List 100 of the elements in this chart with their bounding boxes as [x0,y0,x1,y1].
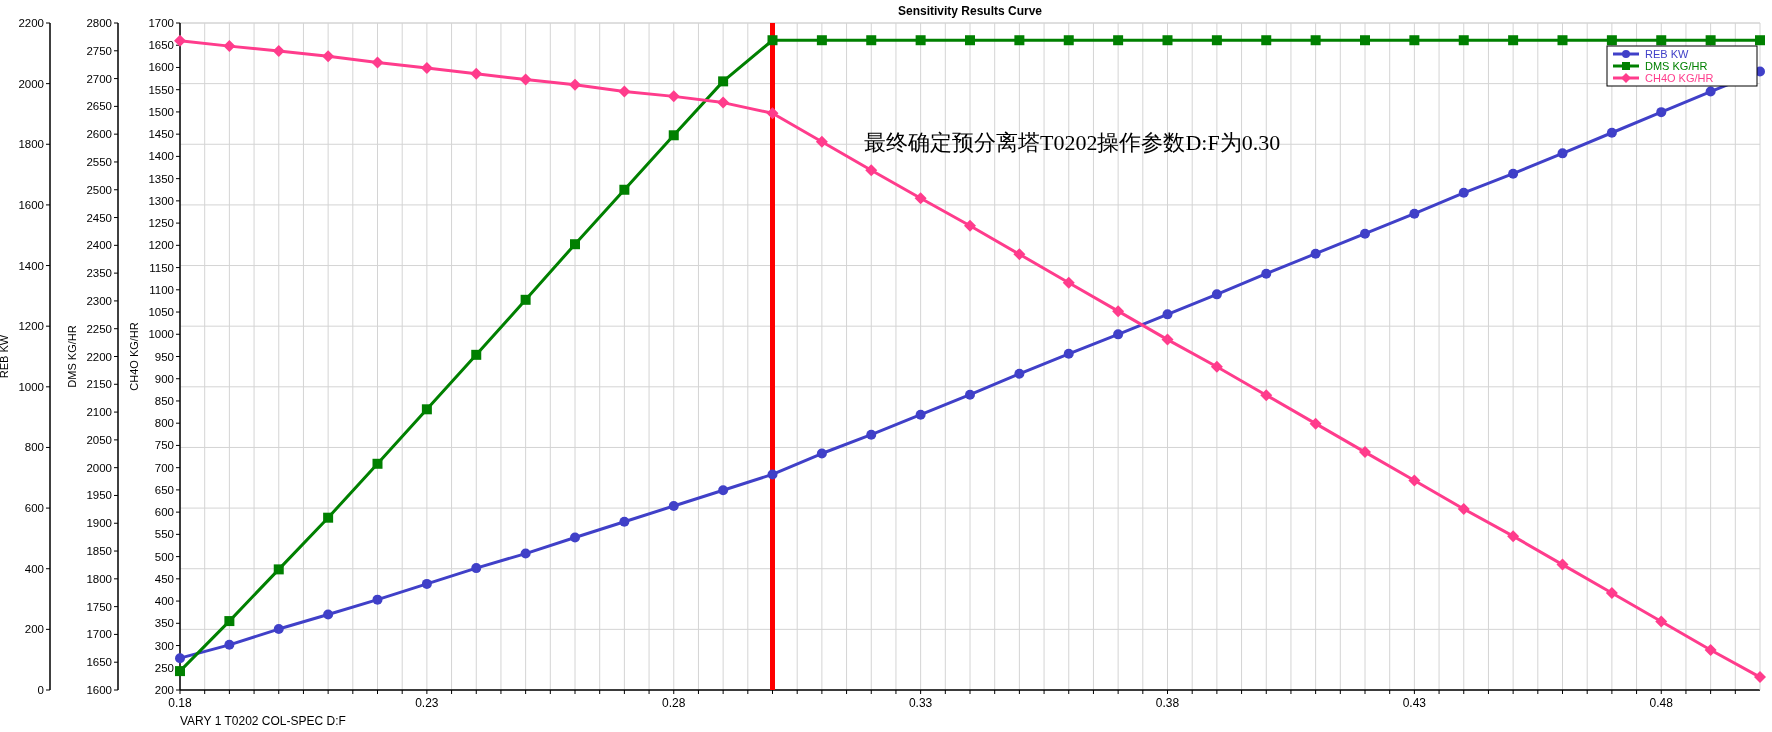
point [619,184,630,195]
point [717,96,730,109]
point [816,35,827,46]
y3-tick-label: 700 [154,461,174,474]
point [1162,35,1173,46]
y3-tick-label: 1500 [148,105,174,118]
point [766,107,779,120]
y-tick-label: 0 [37,684,44,696]
point [1755,35,1765,46]
y3-tick-label: 300 [154,639,174,652]
point [1656,107,1667,118]
point [914,192,927,205]
point [1210,360,1223,373]
y-tick-label: 1200 [18,320,44,333]
y2-tick-label: 1800 [86,572,112,585]
point [1605,587,1618,600]
point [470,67,483,80]
point [1508,35,1519,46]
point [1261,35,1272,46]
point [1309,417,1322,430]
point [1457,503,1470,516]
point [1359,446,1371,459]
y3-tick-label: 450 [154,572,174,585]
y2-tick-label: 2000 [86,461,112,474]
point [1062,276,1075,289]
x-tick-label: 0.43 [1402,696,1427,710]
point [1014,368,1025,379]
y2-tick-label: 2100 [86,406,112,419]
y2-tick-label: 2750 [86,44,112,57]
point [915,35,926,46]
point [175,653,185,664]
point [371,56,384,69]
point [1162,309,1173,320]
y2-tick-label: 1900 [86,517,112,530]
y-axis-title: REB KW [0,334,10,379]
point [1508,168,1519,179]
y2-tick-label: 2300 [86,294,112,307]
y-tick-label: 1600 [18,198,44,211]
point [520,548,531,559]
y3-tick-label: 1650 [148,39,174,52]
y3-tick-label: 850 [154,394,174,407]
point [1656,35,1667,46]
y3-tick-label: 950 [154,350,174,363]
y2-tick-label: 2450 [86,211,112,224]
y-tick-label: 800 [24,441,44,454]
y2-tick-label: 2800 [86,17,112,29]
y2-tick-label: 2550 [86,155,112,168]
point [718,76,729,87]
point [322,50,335,63]
point [619,516,630,527]
y3-tick-label: 1350 [148,172,174,185]
y-tick-label: 2000 [18,77,44,90]
y3-tick-label: 500 [154,550,174,563]
point [1261,268,1272,279]
point [1606,35,1617,46]
point [1260,389,1273,402]
y2-tick-label: 1700 [86,628,112,641]
legend-label: DMS KG/HR [1645,60,1708,72]
point [1408,474,1421,487]
y-tick-label: 600 [24,502,44,515]
y3-tick-label: 1100 [149,283,174,296]
y2-tick-label: 1850 [86,545,112,558]
y3-tick-label: 550 [154,528,174,541]
point [1507,530,1520,543]
point [1557,35,1568,46]
y3-tick-label: 1700 [148,17,174,29]
x-axis-title: VARY 1 T0202 COL-SPEC D:F [180,714,346,728]
point [718,485,729,496]
point [1704,643,1717,656]
chart-title: Sensitivity Results Curve [897,4,1043,18]
y3-tick-label: 1400 [148,150,174,163]
point [668,130,679,141]
point [224,616,235,627]
point [964,219,976,232]
point [1409,208,1420,219]
y3-tick-label: 1200 [148,239,174,252]
y3-tick-label: 350 [154,617,174,630]
point [1211,289,1222,300]
y2-tick-label: 2700 [86,72,112,85]
point [323,512,334,523]
point [668,500,679,511]
y3-tick-label: 750 [154,439,174,452]
x-tick-label: 0.33 [908,696,933,710]
point [1606,127,1617,138]
point [965,35,975,46]
x-tick-label: 0.28 [662,696,686,710]
point [421,404,432,415]
point [1458,35,1469,46]
point [1113,329,1124,340]
y2-tick-label: 1950 [86,489,112,502]
point [1063,35,1074,46]
y3-tick-label: 1050 [148,306,174,319]
point [174,34,186,47]
point [915,409,926,420]
point [372,594,383,605]
y3-tick-label: 1000 [148,328,174,341]
point [965,389,975,400]
point [519,73,532,86]
point [767,35,778,46]
y2-tick-label: 2250 [86,322,112,335]
